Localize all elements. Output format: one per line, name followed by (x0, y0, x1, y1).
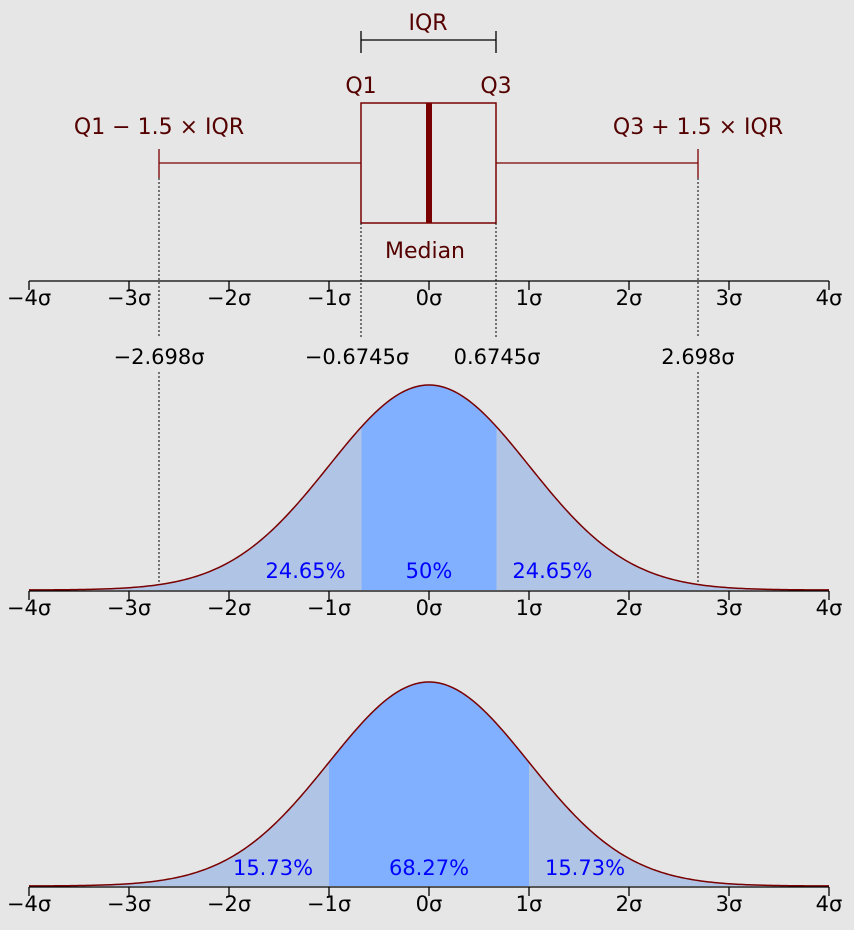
curve-quartiles-percent-label: 24.65% (266, 559, 346, 583)
axis-top-tick-label: −2σ (207, 286, 251, 310)
curve-sigma-percent-label: 15.73% (545, 856, 625, 880)
axis-middle-tick-label: 3σ (716, 596, 743, 620)
quantile-label-lower-whisker: −2.698σ (113, 345, 204, 369)
boxplot: IQR Q1 Q3 Q1 − 1.5 × IQR Q3 + 1.5 × IQR … (74, 11, 783, 264)
normal-curve-quartiles: 24.65% 50% 24.65% (29, 384, 829, 591)
axis-bottom-tick-label: 0σ (416, 892, 443, 916)
axis-top-tick-label: 4σ (816, 286, 843, 310)
q1-label: Q1 (345, 74, 376, 99)
axis-top: −4σ −3σ −2σ −1σ 0σ 1σ 2σ 3σ 4σ (7, 280, 843, 310)
axis-middle-tick-label: −3σ (107, 596, 151, 620)
axis-bottom-tick-label: 4σ (816, 892, 843, 916)
axis-middle-tick-label: −2σ (207, 596, 251, 620)
axis-middle-tick-label: 0σ (416, 596, 443, 620)
axis-bottom-tick-label: −1σ (307, 892, 351, 916)
quantile-labels: −2.698σ −0.6745σ 0.6745σ 2.698σ (113, 345, 734, 369)
axis-top-tick-label: −4σ (7, 286, 51, 310)
axis-top-tick-label: 2σ (616, 286, 643, 310)
axis-bottom-tick-label: −4σ (7, 892, 51, 916)
axis-top-tick-label: −1σ (307, 286, 351, 310)
curve-quartiles-line (29, 384, 829, 591)
q3-label: Q3 (480, 74, 511, 99)
curve-sigma-percent-label: 15.73% (233, 856, 313, 880)
curve-quartiles-area-center (361, 385, 497, 590)
axis-top-tick-label: 0σ (416, 286, 443, 310)
axis-middle-tick-label: −1σ (307, 596, 351, 620)
guide-lines (158, 178, 699, 590)
upper-fence-label: Q3 + 1.5 × IQR (613, 115, 783, 140)
median-label: Median (385, 239, 465, 264)
quantile-label-upper-whisker: 2.698σ (661, 345, 734, 369)
axis-bottom-tick-label: 1σ (516, 892, 543, 916)
axis-bottom: −4σ −3σ −2σ −1σ 0σ 1σ 2σ 3σ 4σ (7, 886, 843, 916)
axis-top-tick-label: 3σ (716, 286, 743, 310)
axis-middle-tick-label: 1σ (516, 596, 543, 620)
axis-middle: −4σ −3σ −2σ −1σ 0σ 1σ 2σ 3σ 4σ (7, 590, 843, 620)
curve-sigma-percent-label: 68.27% (389, 856, 469, 880)
axis-middle-tick-label: 4σ (816, 596, 843, 620)
axis-top-tick-label: 1σ (516, 286, 543, 310)
axis-bottom-tick-label: 3σ (716, 892, 743, 916)
axis-middle-tick-label: −4σ (7, 596, 51, 620)
axis-bottom-tick-label: −3σ (107, 892, 151, 916)
curve-sigma-line (29, 681, 829, 887)
axis-middle-tick-label: 2σ (616, 596, 643, 620)
axis-bottom-tick-label: −2σ (207, 892, 251, 916)
normal-curve-sigma: 15.73% 68.27% 15.73% (29, 681, 829, 887)
curve-quartiles-percent-label: 24.65% (512, 559, 592, 583)
quantile-label-q1: −0.6745σ (305, 345, 409, 369)
iqr-label: IQR (408, 11, 447, 36)
quantile-label-q3: 0.6745σ (454, 345, 541, 369)
curve-quartiles-percent-label: 50% (406, 559, 453, 583)
lower-fence-label: Q1 − 1.5 × IQR (74, 115, 244, 140)
curve-sigma-area-center (329, 682, 529, 886)
axis-bottom-tick-label: 2σ (616, 892, 643, 916)
axis-top-tick-label: −3σ (107, 286, 151, 310)
